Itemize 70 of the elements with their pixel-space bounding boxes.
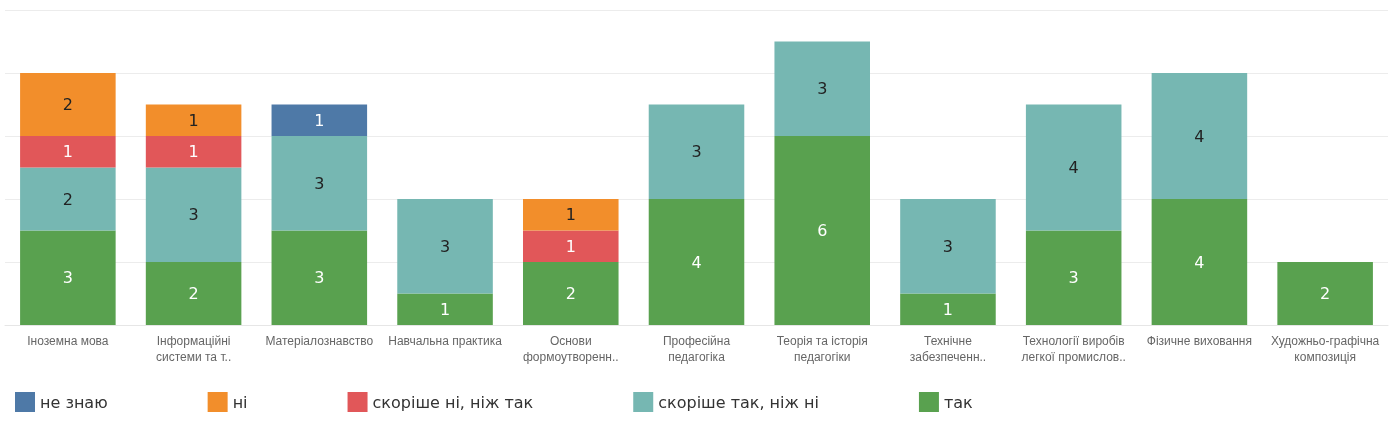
data-label: 1 <box>188 110 199 130</box>
bar <box>900 293 996 325</box>
data-label: 2 <box>565 284 576 303</box>
data-label: 3 <box>691 142 702 162</box>
bar <box>397 293 493 325</box>
data-label: 1 <box>565 205 576 225</box>
data-label: 2 <box>1320 284 1331 303</box>
data-label: 3 <box>1068 268 1079 288</box>
data-label: 2 <box>62 189 73 209</box>
bar <box>523 262 619 325</box>
data-label: 1 <box>439 299 451 319</box>
bar <box>1025 104 1122 231</box>
bar <box>145 167 242 262</box>
data-label: 1 <box>188 142 199 162</box>
bar <box>648 104 745 199</box>
legend-label: скоріше ні, ніж так <box>372 392 534 412</box>
data-label: 1 <box>942 299 954 319</box>
bar <box>523 199 619 231</box>
x-tick-label: Навчальна практика <box>388 334 503 348</box>
bar <box>900 199 996 294</box>
legend-label: ні <box>232 392 248 412</box>
data-label: 2 <box>62 95 73 114</box>
bar <box>397 199 493 294</box>
data-label: 3 <box>62 268 73 288</box>
data-label: 4 <box>1068 158 1079 177</box>
x-tick-label: Технічне забезпеченн.. <box>909 334 987 364</box>
x-tick-label: Художньо-графічна композиція <box>1271 334 1380 364</box>
bar <box>648 199 745 325</box>
bar <box>271 136 368 231</box>
bar <box>1025 230 1122 325</box>
x-tick-label: Професійна педагогіка <box>662 334 731 364</box>
x-tick-label: Іноземна мова <box>27 334 109 348</box>
data-label: 1 <box>565 236 576 256</box>
data-label: 3 <box>439 236 451 256</box>
data-label: 3 <box>942 236 954 256</box>
bar <box>271 230 368 325</box>
data-label: 3 <box>314 268 325 288</box>
bar <box>145 136 242 168</box>
bar <box>20 136 116 168</box>
bar <box>1277 262 1373 325</box>
data-label: 3 <box>817 79 828 99</box>
bar <box>1151 73 1248 199</box>
x-tick-label: Фізичне виховання <box>1146 334 1252 348</box>
bar <box>774 136 870 325</box>
data-label: 2 <box>188 284 199 303</box>
bar <box>20 73 116 136</box>
data-label: 4 <box>691 252 702 272</box>
data-label: 3 <box>188 205 199 225</box>
x-tick-label: Матеріалознавство <box>265 334 374 348</box>
bar <box>145 262 242 325</box>
legend-label: не знаю <box>40 392 108 412</box>
bar <box>145 104 242 136</box>
x-tick-label: Інформаційні системи та т.. <box>155 334 232 364</box>
bar <box>774 41 870 136</box>
data-label: 4 <box>1194 126 1205 146</box>
x-tick-label: Основи формоутворенн.. <box>522 334 619 364</box>
bar <box>20 230 116 325</box>
x-tick-label: Теорія та історія педагогіки <box>776 334 868 364</box>
data-label: 1 <box>62 142 73 162</box>
data-label: 1 <box>314 110 325 130</box>
data-label: 6 <box>817 221 828 240</box>
bar <box>20 167 116 231</box>
bar <box>523 230 619 262</box>
legend-label: так <box>943 392 974 412</box>
data-label: 3 <box>314 173 325 193</box>
legend-label: скоріше так, ніж ні <box>658 392 819 412</box>
data-label: 4 <box>1194 252 1205 272</box>
bar <box>271 104 368 136</box>
x-tick-label: Технології виробів легкої промислов.. <box>1021 334 1126 364</box>
bar <box>1151 199 1248 325</box>
